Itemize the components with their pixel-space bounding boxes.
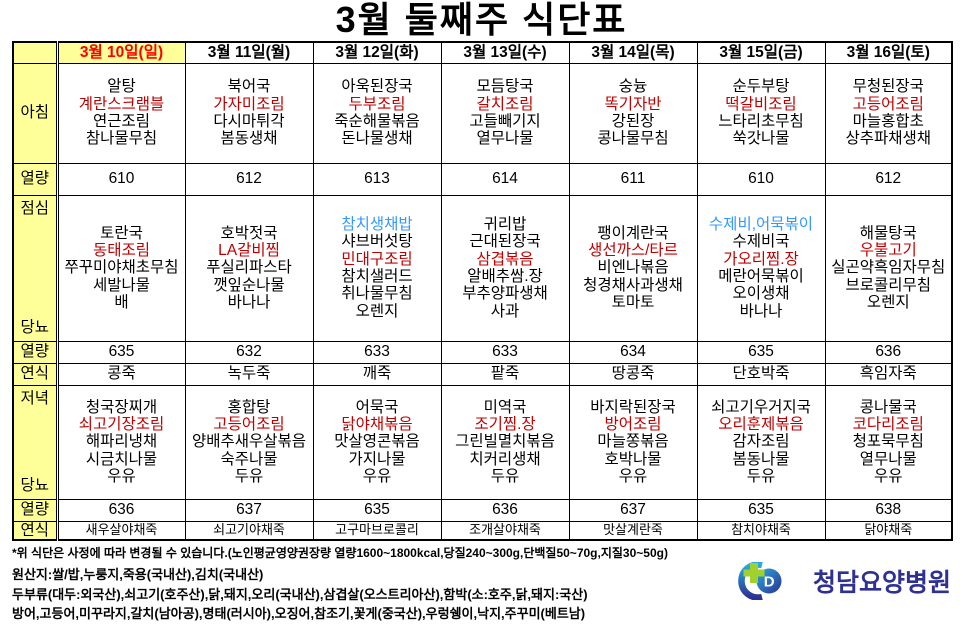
- svg-text:D: D: [764, 574, 775, 591]
